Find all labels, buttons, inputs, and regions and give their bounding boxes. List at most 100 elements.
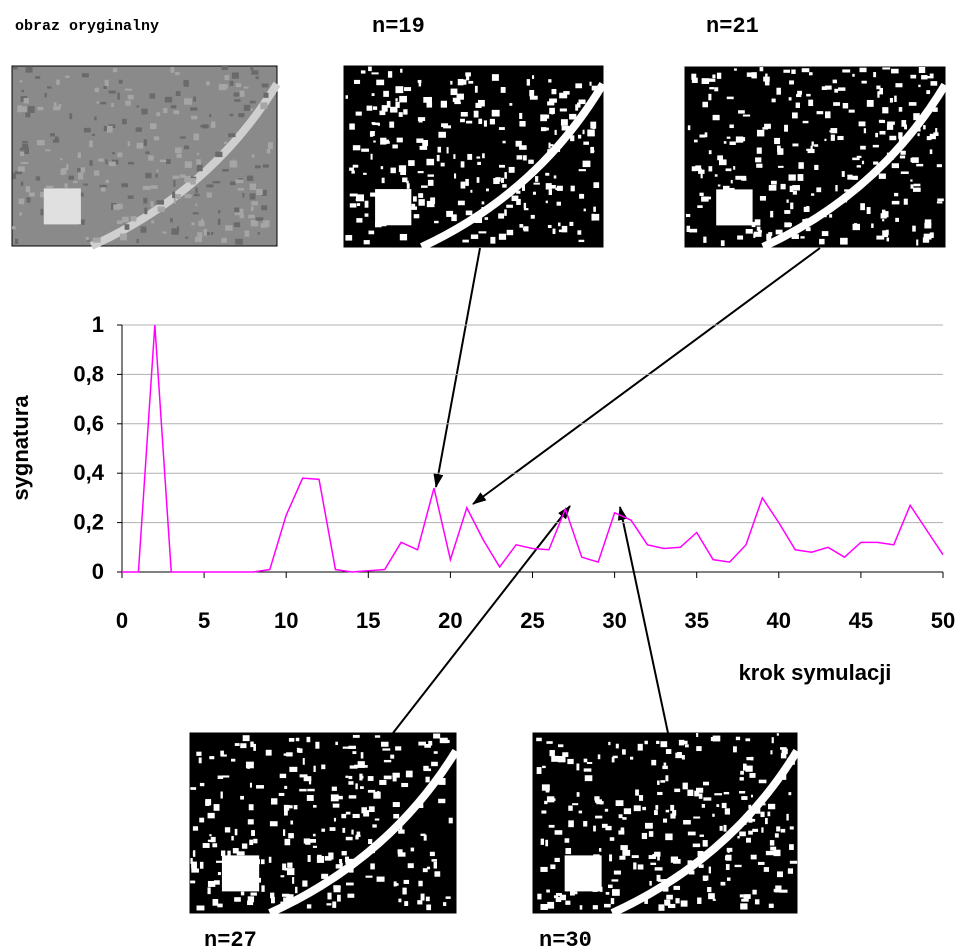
image-speck	[787, 757, 793, 763]
image-speck	[395, 101, 400, 108]
image-speck	[327, 892, 332, 900]
image-speck	[565, 900, 571, 905]
image-speck	[771, 98, 776, 103]
image-speck	[170, 105, 177, 109]
image-speck	[562, 752, 569, 757]
image-speck	[542, 765, 546, 769]
image-speck	[347, 893, 355, 898]
image-speck	[917, 133, 920, 137]
image	[684, 66, 949, 251]
image-speck	[439, 737, 448, 744]
image-speck	[396, 137, 403, 143]
image-speck	[156, 112, 161, 117]
image-speck	[766, 78, 770, 85]
image-speck	[348, 781, 354, 785]
image-speck	[555, 892, 562, 896]
image-speck	[179, 136, 186, 139]
image-speck	[665, 809, 670, 813]
image-speck	[926, 136, 932, 141]
image-speck	[394, 823, 398, 829]
image-speck	[695, 165, 702, 172]
image-speck	[768, 185, 777, 191]
image-speck	[714, 174, 718, 177]
image-speck	[691, 73, 697, 80]
image-speck	[788, 174, 796, 181]
image-speck	[660, 780, 666, 783]
image-speck	[824, 138, 827, 142]
image-speck	[767, 811, 771, 817]
image-speck	[744, 820, 747, 825]
image-speck	[656, 740, 660, 744]
image-speck	[501, 177, 504, 183]
image-speck	[355, 198, 360, 201]
image-speck	[521, 184, 526, 191]
image-speck	[615, 800, 624, 807]
image-speck	[229, 181, 236, 186]
image-speck	[805, 218, 811, 221]
image-speck	[191, 868, 199, 873]
image-speck	[218, 210, 221, 214]
image-speck	[155, 173, 158, 178]
image-speck	[511, 195, 519, 202]
image-speck	[861, 80, 867, 84]
image-speck	[153, 136, 160, 141]
image-speck	[880, 213, 887, 219]
image-speck	[249, 782, 252, 788]
image-speck	[307, 788, 315, 792]
image-speck	[712, 735, 721, 742]
image-speck	[476, 156, 481, 159]
image-speck	[761, 827, 764, 833]
image-speck	[740, 178, 747, 181]
image-speck	[644, 740, 648, 745]
image-speck	[887, 121, 895, 125]
image-speck	[242, 735, 250, 742]
image-speck	[584, 775, 593, 782]
image-speck	[244, 230, 250, 237]
image-speck	[489, 118, 495, 125]
image-speck	[349, 203, 357, 208]
image-speck	[144, 207, 148, 215]
image-speck	[742, 114, 751, 117]
image-speck	[686, 225, 691, 232]
image-speck	[502, 140, 506, 144]
image-speck	[745, 228, 753, 234]
image-speck	[23, 97, 29, 104]
image-speck	[745, 765, 753, 772]
image-speck	[657, 791, 663, 796]
image-speck	[457, 200, 465, 206]
image-speck	[579, 193, 585, 199]
image-speck	[840, 237, 848, 245]
image-speck	[116, 220, 123, 225]
image-speck	[12, 173, 16, 180]
image-speck	[270, 892, 275, 899]
image-speck	[220, 750, 224, 757]
image-speck	[674, 788, 681, 793]
image-speck	[14, 171, 23, 175]
image-speck	[256, 785, 264, 789]
image-speck	[425, 776, 430, 783]
image-speck	[106, 125, 113, 133]
image-speck	[725, 864, 730, 871]
image-speck	[787, 868, 794, 874]
image-speck	[330, 794, 339, 802]
image-speck	[221, 237, 227, 243]
image-speck	[575, 104, 579, 111]
image-speck	[229, 113, 234, 117]
image-speck	[193, 133, 200, 141]
image-speck	[434, 871, 441, 877]
image-speck	[523, 202, 527, 209]
image-speck	[352, 734, 360, 738]
image-speck	[433, 861, 438, 869]
image-speck	[703, 877, 708, 881]
image-speck	[540, 866, 548, 872]
image-speck	[468, 80, 474, 84]
panel-label: n=19	[372, 14, 425, 39]
image-speck	[465, 179, 469, 186]
image-speck	[299, 774, 308, 778]
image-speck	[900, 150, 906, 155]
image-speck	[383, 759, 392, 763]
x-tick-label: 25	[520, 608, 544, 633]
image-speck	[248, 804, 254, 811]
image-speck	[422, 868, 428, 873]
image-speck	[610, 898, 615, 905]
